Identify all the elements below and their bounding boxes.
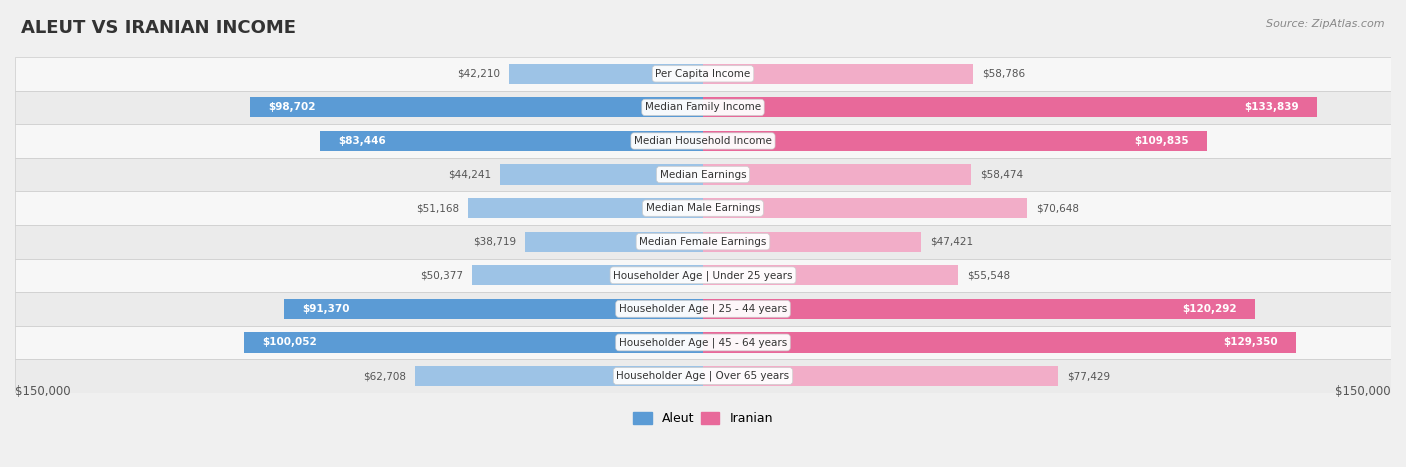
Bar: [703, 333, 1296, 353]
Text: $44,241: $44,241: [447, 170, 491, 179]
Bar: [703, 366, 1059, 386]
Bar: [15, 91, 1391, 124]
Text: $120,292: $120,292: [1182, 304, 1236, 314]
Text: ALEUT VS IRANIAN INCOME: ALEUT VS IRANIAN INCOME: [21, 19, 297, 37]
Bar: [321, 131, 703, 151]
Text: Householder Age | Over 65 years: Householder Age | Over 65 years: [616, 371, 790, 381]
Bar: [245, 333, 703, 353]
Text: Median Female Earnings: Median Female Earnings: [640, 237, 766, 247]
Bar: [15, 292, 1391, 325]
Text: $58,474: $58,474: [980, 170, 1024, 179]
Text: $50,377: $50,377: [420, 270, 463, 280]
Bar: [15, 359, 1391, 393]
Text: $83,446: $83,446: [339, 136, 387, 146]
Text: $55,548: $55,548: [967, 270, 1010, 280]
Text: $150,000: $150,000: [1336, 385, 1391, 398]
Text: Median Male Earnings: Median Male Earnings: [645, 203, 761, 213]
Text: $77,429: $77,429: [1067, 371, 1111, 381]
Bar: [703, 164, 972, 184]
Bar: [468, 198, 703, 218]
Text: $98,702: $98,702: [269, 102, 316, 113]
Bar: [415, 366, 703, 386]
Text: $70,648: $70,648: [1036, 203, 1080, 213]
Bar: [15, 124, 1391, 158]
Bar: [15, 259, 1391, 292]
Text: Source: ZipAtlas.com: Source: ZipAtlas.com: [1267, 19, 1385, 28]
Text: $58,786: $58,786: [981, 69, 1025, 79]
Bar: [472, 265, 703, 285]
Text: $109,835: $109,835: [1133, 136, 1188, 146]
Bar: [250, 97, 703, 118]
Bar: [703, 232, 921, 252]
Bar: [703, 64, 973, 84]
Bar: [703, 198, 1026, 218]
Text: Householder Age | Under 25 years: Householder Age | Under 25 years: [613, 270, 793, 281]
Bar: [703, 299, 1254, 319]
Bar: [509, 64, 703, 84]
Text: $150,000: $150,000: [15, 385, 70, 398]
Text: $42,210: $42,210: [457, 69, 501, 79]
Bar: [501, 164, 703, 184]
Bar: [15, 325, 1391, 359]
Text: $129,350: $129,350: [1223, 338, 1278, 347]
Text: Per Capita Income: Per Capita Income: [655, 69, 751, 79]
Text: $38,719: $38,719: [472, 237, 516, 247]
Bar: [703, 131, 1206, 151]
Text: Median Earnings: Median Earnings: [659, 170, 747, 179]
Legend: Aleut, Iranian: Aleut, Iranian: [628, 407, 778, 430]
Text: $133,839: $133,839: [1244, 102, 1299, 113]
Text: Householder Age | 45 - 64 years: Householder Age | 45 - 64 years: [619, 337, 787, 348]
Bar: [703, 97, 1317, 118]
Text: $100,052: $100,052: [263, 338, 318, 347]
Text: $62,708: $62,708: [363, 371, 406, 381]
Text: Median Household Income: Median Household Income: [634, 136, 772, 146]
Bar: [15, 191, 1391, 225]
Bar: [15, 225, 1391, 259]
Text: $47,421: $47,421: [929, 237, 973, 247]
Bar: [526, 232, 703, 252]
Text: Householder Age | 25 - 44 years: Householder Age | 25 - 44 years: [619, 304, 787, 314]
Bar: [15, 158, 1391, 191]
Bar: [284, 299, 703, 319]
Bar: [703, 265, 957, 285]
Text: Median Family Income: Median Family Income: [645, 102, 761, 113]
Bar: [15, 57, 1391, 91]
Text: $51,168: $51,168: [416, 203, 460, 213]
Text: $91,370: $91,370: [302, 304, 350, 314]
